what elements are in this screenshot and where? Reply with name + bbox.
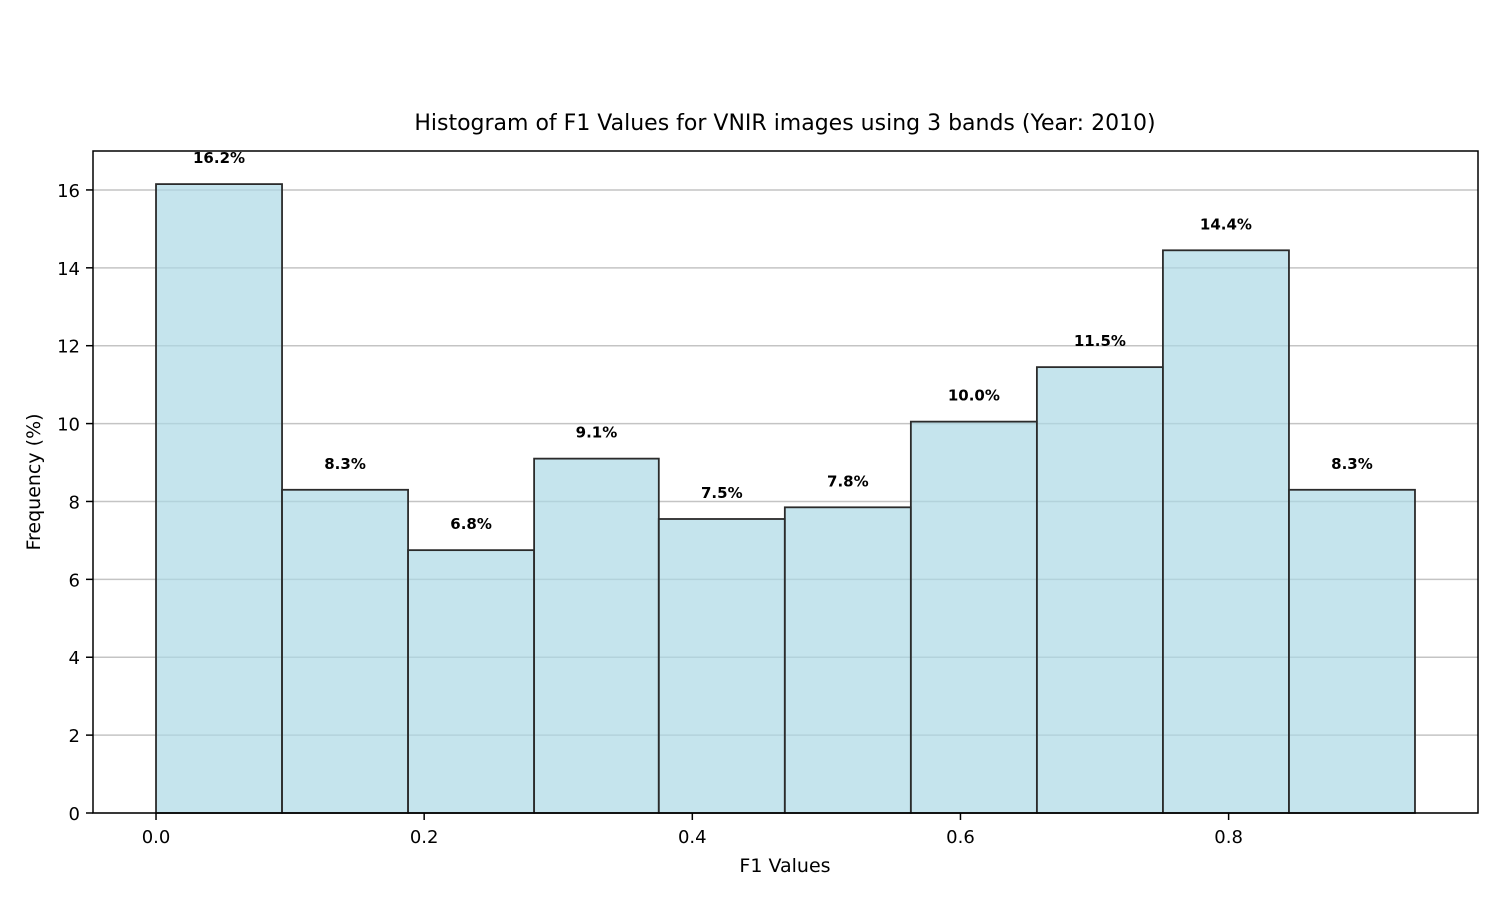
plot-frame (92, 150, 1479, 814)
chart-title: Histogram of F1 Values for VNIR images u… (414, 111, 1155, 136)
histogram-bar (407, 549, 536, 814)
bar-value-label: 16.2% (193, 149, 245, 167)
bars (155, 183, 1416, 814)
x-tick-label: 0.8 (1214, 827, 1243, 848)
y-tick-label: 0 (69, 804, 80, 825)
y-tick-label: 16 (57, 181, 80, 202)
histogram-bar (1162, 249, 1290, 814)
histogram-bar (1035, 366, 1164, 814)
x-tick-label: 0.6 (946, 827, 975, 848)
x-axis-label: F1 Values (739, 855, 830, 877)
x-tick-label: 0.0 (142, 827, 171, 848)
histogram-bar (1288, 488, 1416, 814)
bar-value-label: 7.5% (701, 484, 743, 502)
histogram-bar (533, 457, 660, 814)
bar-value-label: 14.4% (1200, 215, 1252, 233)
histogram-bar (155, 183, 283, 814)
y-tick-label: 6 (69, 570, 80, 591)
y-axis-label: Frequency (%) (23, 413, 45, 550)
bar-value-label: 9.1% (576, 424, 618, 442)
bar-value-label: 11.5% (1074, 332, 1126, 350)
y-tick-label: 8 (69, 492, 80, 513)
axes: 0 2 4 6 8 10 12 14 16 0.0 0.2 0.4 0.6 0.8 (57, 150, 1479, 848)
histogram-bar (909, 420, 1038, 814)
x-tick-label: 0.2 (410, 827, 439, 848)
y-tick-label: 14 (57, 259, 80, 280)
histogram-bar (281, 488, 409, 814)
bar-labels: 16.2% 8.3% 6.8% 9.1% 7.5% 7.8% 10.0% 11.5% 14.4%… (193, 149, 1373, 533)
y-tick-label: 10 (57, 415, 80, 436)
x-tick-label: 0.4 (678, 827, 707, 848)
histogram-bar (657, 518, 786, 814)
y-tick-label: 4 (69, 648, 80, 669)
bar-value-label: 8.3% (1331, 455, 1373, 473)
histogram-bar (783, 506, 912, 814)
bar-value-label: 10.0% (948, 387, 1000, 405)
bar-value-label: 6.8% (450, 515, 492, 533)
y-tick-label: 2 (69, 726, 80, 747)
bar-value-label: 8.3% (324, 455, 366, 473)
bar-value-label: 7.8% (827, 472, 869, 490)
y-tick-label: 12 (57, 337, 80, 358)
